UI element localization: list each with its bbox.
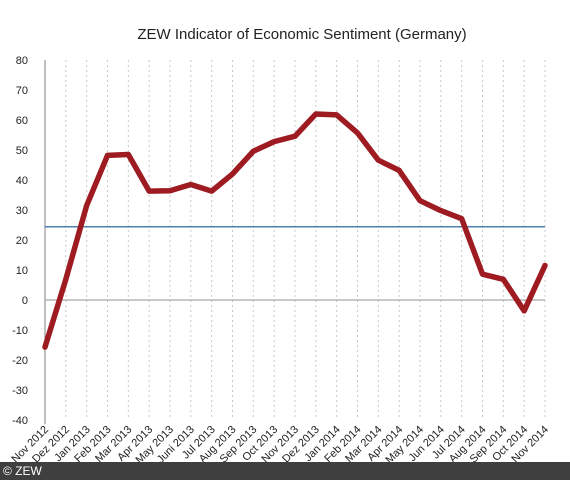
sentiment-series — [42, 111, 548, 350]
credit-bar: © ZEW — [0, 462, 570, 480]
y-tick-label: -40 — [12, 415, 28, 427]
credit-label: © ZEW — [3, 464, 42, 478]
y-axis-ticks: 80 70 60 50 40 30 20 10 0 -10 -20 -30 -40 — [12, 55, 28, 427]
y-tick-label: -10 — [12, 325, 28, 337]
y-tick-label: 20 — [16, 235, 28, 247]
y-tick-label: 60 — [16, 115, 28, 127]
grid-lines — [44, 60, 546, 424]
y-tick-label: -20 — [12, 355, 28, 367]
y-tick-label: -30 — [12, 385, 28, 397]
y-tick-label: 80 — [16, 55, 28, 67]
y-tick-label: 30 — [16, 205, 28, 217]
y-tick-label: 70 — [16, 85, 28, 97]
chart-title: ZEW Indicator of Economic Sentiment (Ger… — [137, 26, 466, 43]
y-tick-label: 50 — [16, 145, 28, 157]
y-tick-label: 10 — [16, 265, 28, 277]
y-tick-label: 40 — [16, 175, 28, 187]
y-tick-label: 0 — [22, 295, 28, 307]
